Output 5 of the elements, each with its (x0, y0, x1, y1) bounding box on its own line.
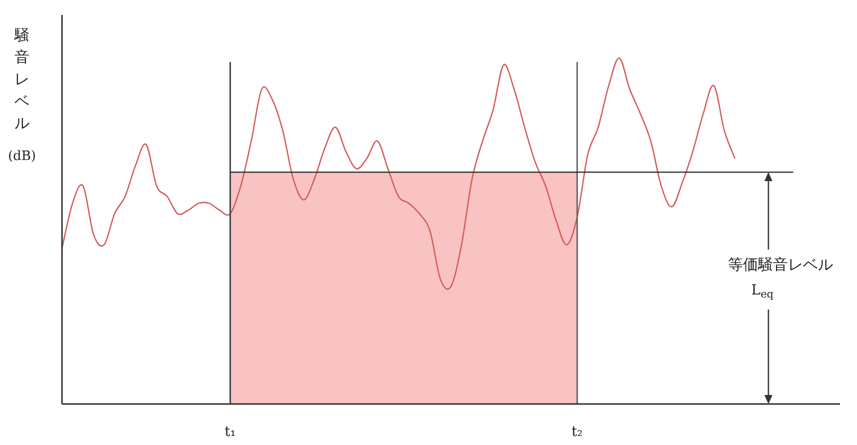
annotation: 等価騒音レベル (728, 256, 833, 274)
x-tick-label: t₂ (572, 424, 583, 440)
x-tick-label: t₁ (224, 424, 236, 440)
annotation: L$_{eq}$ (751, 282, 774, 301)
ylabel: 騒音レベル(dB) (8, 26, 36, 164)
